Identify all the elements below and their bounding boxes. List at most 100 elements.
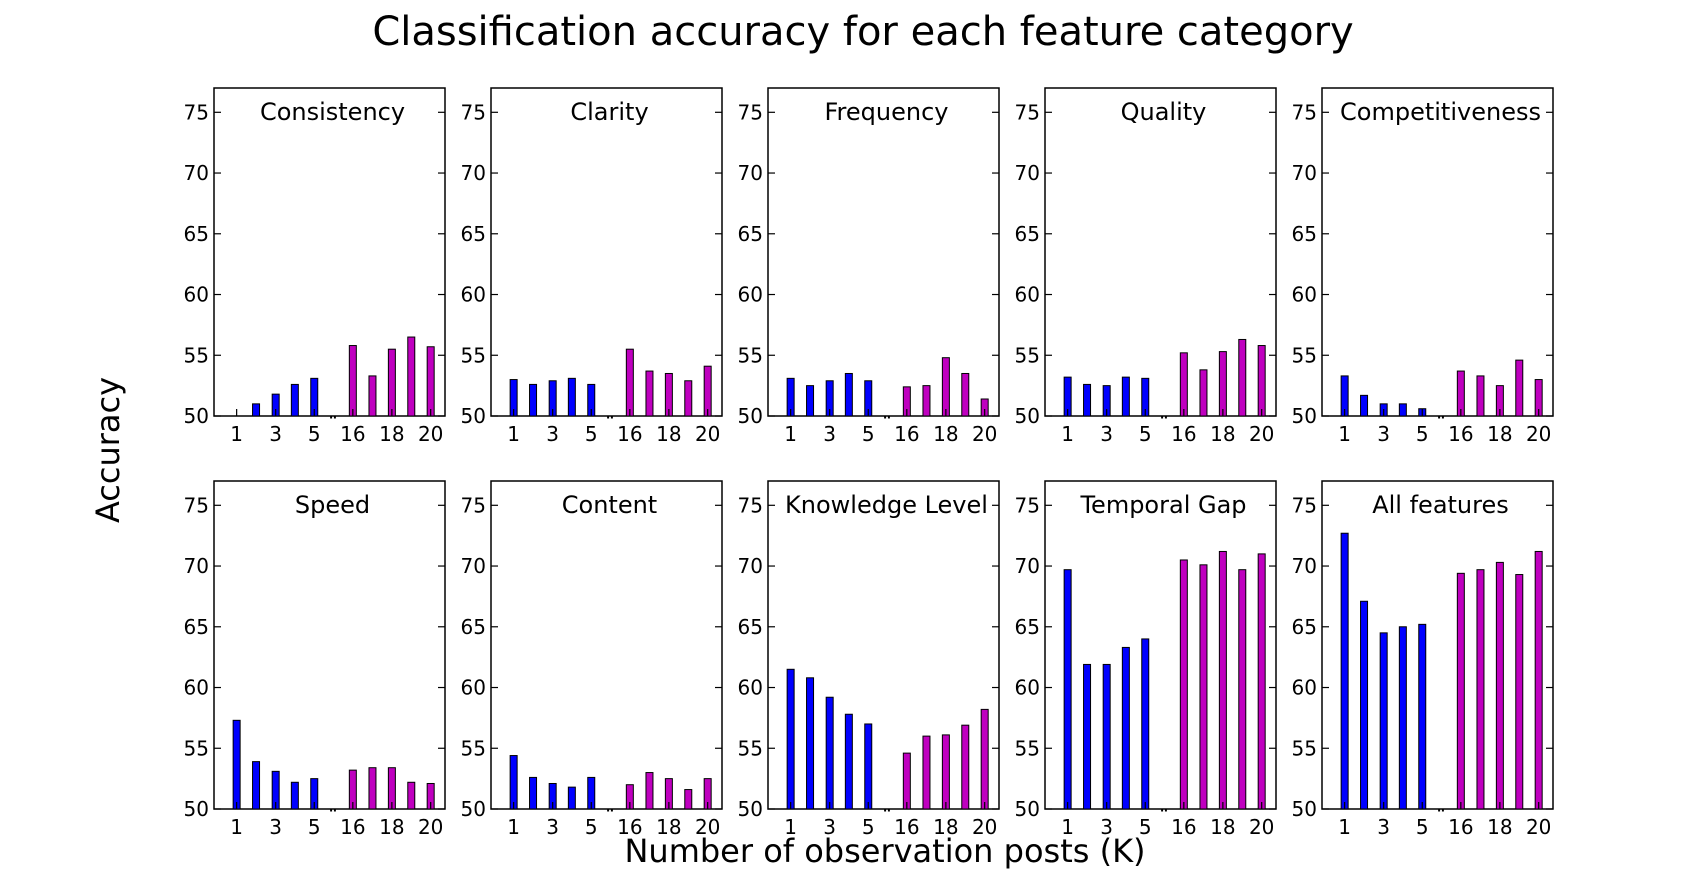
bar xyxy=(1476,569,1485,810)
x-tick-label: 5 xyxy=(308,422,321,446)
x-tick-label: 3 xyxy=(546,422,559,446)
bar xyxy=(1238,569,1247,810)
y-tick-label: 55 xyxy=(738,343,763,367)
y-tick-label: 55 xyxy=(1292,736,1317,760)
y-tick-label: 60 xyxy=(461,676,486,700)
y-tick-label: 50 xyxy=(1292,404,1317,428)
y-tick-label: 50 xyxy=(461,797,486,821)
y-tick-label: 50 xyxy=(184,404,209,428)
bar xyxy=(1340,532,1349,810)
bar xyxy=(407,336,416,417)
y-tick-label: 65 xyxy=(738,615,763,639)
y-tick-label: 70 xyxy=(1292,161,1317,185)
y-tick-label: 75 xyxy=(738,493,763,517)
y-tick-label: 50 xyxy=(1015,797,1040,821)
y-tick-label: 75 xyxy=(461,100,486,124)
x-tick-label: 5 xyxy=(862,422,875,446)
bar xyxy=(961,372,970,417)
y-tick-label: 50 xyxy=(738,797,763,821)
bar xyxy=(1418,623,1427,810)
x-tick-label: 1 xyxy=(507,422,520,446)
axis-break-marker: ¨ xyxy=(1436,413,1446,437)
bar xyxy=(1515,574,1524,810)
subplot-3: 50 55 60 65 70 75 1 3 5 16 18 20 ¨ Quality xyxy=(1015,87,1277,446)
x-tick-label: 3 xyxy=(823,815,836,839)
figure-title: Classification accuracy for each feature… xyxy=(372,9,1353,55)
x-tick-label: 3 xyxy=(1100,422,1113,446)
x-tick-label: 16 xyxy=(894,422,919,446)
y-tick-label: 65 xyxy=(461,615,486,639)
y-tick-label: 60 xyxy=(1015,676,1040,700)
y-tick-label: 75 xyxy=(1292,493,1317,517)
y-tick-label: 70 xyxy=(461,554,486,578)
x-tick-label: 20 xyxy=(972,422,997,446)
y-tick-label: 55 xyxy=(1015,736,1040,760)
subplot-4: 50 55 60 65 70 75 1 3 5 16 18 20 ¨ Competitiveness xyxy=(1292,87,1554,446)
y-tick-label: 60 xyxy=(461,283,486,307)
x-tick-label: 18 xyxy=(656,815,681,839)
subplot-7: 50 55 60 65 70 75 1 3 5 16 18 20 ¨ Knowledge Level xyxy=(738,480,1000,839)
x-tick-label: 5 xyxy=(585,422,598,446)
bar xyxy=(368,375,377,417)
bar xyxy=(1141,638,1150,810)
y-tick-label: 60 xyxy=(1292,676,1317,700)
bar xyxy=(825,696,834,810)
subplot-6: 50 55 60 65 70 75 1 3 5 16 18 20 ¨ Content xyxy=(461,480,723,839)
bar xyxy=(1083,383,1092,417)
y-tick-label: 50 xyxy=(738,404,763,428)
axis-break-marker: ¨ xyxy=(882,806,892,830)
bar xyxy=(1257,553,1266,810)
plot-frame xyxy=(213,480,446,810)
bar xyxy=(509,755,518,810)
bar xyxy=(529,776,538,810)
x-tick-label: 5 xyxy=(1139,815,1152,839)
x-tick-label: 3 xyxy=(823,422,836,446)
y-tick-label: 65 xyxy=(184,615,209,639)
x-tick-label: 18 xyxy=(1487,815,1512,839)
x-tick-label: 5 xyxy=(1416,815,1429,839)
x-tick-label: 16 xyxy=(894,815,919,839)
bar xyxy=(1360,600,1369,810)
bar xyxy=(567,786,576,810)
bar xyxy=(645,772,654,810)
bar xyxy=(1218,351,1227,417)
subplot-title: All features xyxy=(1372,491,1509,519)
bar xyxy=(1063,569,1072,810)
x-tick-label: 20 xyxy=(418,422,443,446)
axis-break-marker: ¨ xyxy=(605,413,615,437)
bar xyxy=(806,385,815,417)
bar xyxy=(645,370,654,417)
bar xyxy=(1398,626,1407,810)
x-tick-label: 1 xyxy=(230,422,243,446)
bar xyxy=(1495,561,1504,810)
x-tick-label: 5 xyxy=(1416,422,1429,446)
x-tick-label: 18 xyxy=(656,422,681,446)
subplot-title: Quality xyxy=(1121,98,1207,126)
subplot-5: 50 55 60 65 70 75 1 3 5 16 18 20 ¨ Speed xyxy=(184,480,446,839)
y-tick-label: 60 xyxy=(1292,283,1317,307)
x-tick-label: 18 xyxy=(933,815,958,839)
x-tick-label: 16 xyxy=(1448,815,1473,839)
y-tick-label: 65 xyxy=(1292,222,1317,246)
x-tick-label: 1 xyxy=(784,422,797,446)
x-tick-label: 1 xyxy=(1338,815,1351,839)
y-tick-label: 55 xyxy=(1292,343,1317,367)
x-tick-label: 5 xyxy=(585,815,598,839)
bar xyxy=(625,348,634,417)
subplot-title: Content xyxy=(562,491,657,519)
x-tick-label: 20 xyxy=(695,422,720,446)
y-tick-label: 65 xyxy=(1292,615,1317,639)
bar xyxy=(684,380,693,417)
x-tick-label: 5 xyxy=(862,815,875,839)
bar xyxy=(426,346,435,417)
y-tick-label: 75 xyxy=(738,100,763,124)
x-tick-label: 3 xyxy=(1100,815,1113,839)
x-tick-label: 20 xyxy=(1249,422,1274,446)
plot-frame xyxy=(767,87,1000,417)
bar xyxy=(1121,376,1130,417)
axis-break-marker: ¨ xyxy=(1436,806,1446,830)
bar xyxy=(1238,338,1247,417)
bar xyxy=(290,781,299,810)
bar xyxy=(1379,632,1388,810)
